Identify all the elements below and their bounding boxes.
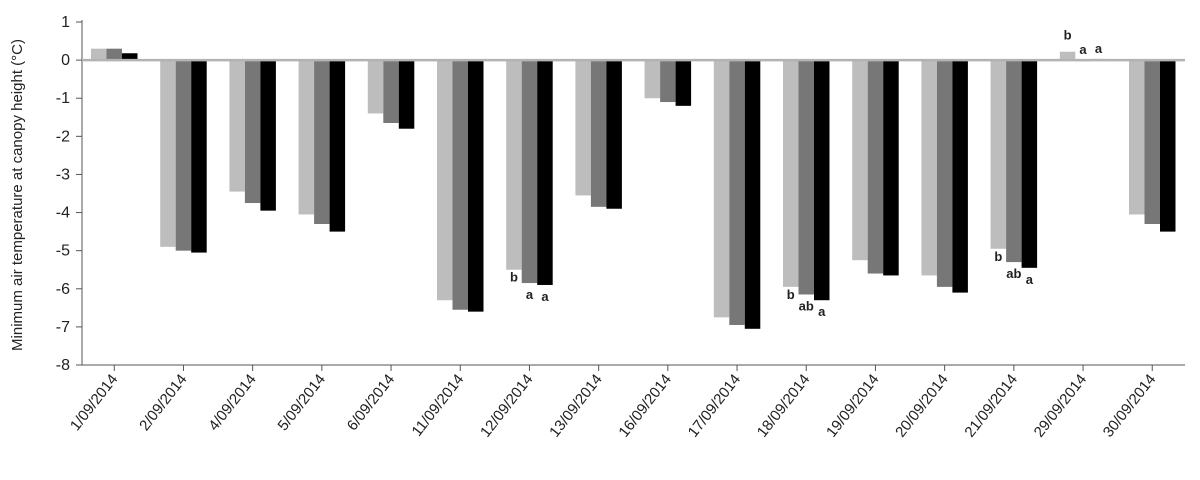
bar [91,48,107,61]
bar [744,60,761,329]
bar [729,60,745,325]
bar [329,60,346,232]
x-tick-label: 6/09/2014 [344,371,398,434]
bar [314,60,330,224]
bar [990,60,1007,249]
y-tick-label: -7 [56,319,70,336]
y-axis-label: Minimum air temperature at canopy height… [9,39,26,351]
bar [575,60,591,196]
x-tick-label: 13/09/2014 [546,371,606,441]
bar [1059,51,1076,61]
significance-label: a [818,304,826,319]
bar [590,60,607,207]
plot-area: 1 0 -1 -2 -3 -4 -5 -6 -7 -81/09/2014 2/09/2014 4/09… [56,14,1185,441]
bar [506,60,522,270]
bar [1160,60,1176,232]
bar [660,60,676,103]
x-tick-label: 2/09/2014 [136,371,190,434]
significance-label: a [1095,41,1103,56]
y-tick-label: -4 [56,205,70,222]
bar [106,48,122,61]
significance-label: b [787,287,795,302]
significance-label: a [1079,42,1087,57]
y-tick-label: -2 [56,128,70,145]
bar [1129,60,1145,215]
y-tick-label: -3 [56,166,70,183]
x-tick-label: 17/09/2014 [685,371,745,441]
x-tick-label: 21/09/2014 [961,371,1021,441]
bar [713,60,730,318]
bar [921,60,937,276]
bar [437,60,453,301]
x-tick-label: 5/09/2014 [275,371,329,434]
y-tick-label: -5 [56,243,70,260]
bar [1006,60,1022,263]
bar [191,60,207,253]
significance-label: a [541,289,549,304]
bar [521,60,538,284]
bar [952,60,968,293]
y-tick-label: 0 [61,52,70,69]
bar [383,60,399,123]
bar [675,60,692,106]
bar [260,60,276,211]
bar [160,60,176,247]
bar [537,60,553,285]
x-tick-label: 30/09/2014 [1100,371,1160,441]
bar [867,60,884,274]
x-tick-label: 11/09/2014 [408,371,467,440]
bar [367,60,384,114]
x-tick-label: 29/09/2014 [1031,371,1091,441]
bar [814,60,830,301]
significance-label: b [994,249,1002,264]
significance-label: a [1026,272,1034,287]
bar [883,60,899,276]
y-tick-label: -8 [56,357,70,374]
bar [852,60,868,261]
bar [244,60,261,204]
bar [798,60,814,295]
x-tick-label: 4/09/2014 [205,371,259,434]
y-tick-label: -1 [56,90,70,107]
y-tick-label: 1 [61,14,70,31]
bar [229,60,245,192]
bar [1144,60,1160,224]
bar [644,60,661,99]
bar [468,60,484,312]
x-tick-label: 16/09/2014 [615,371,675,441]
significance-label: b [1064,28,1072,43]
x-tick-label: 1/09/2014 [67,371,121,434]
x-tick-label: 19/09/2014 [823,371,883,441]
bar [175,60,192,251]
x-tick-label: 12/09/2014 [477,371,537,441]
significance-label: a [526,287,534,302]
bar [783,60,799,287]
bar [936,60,953,287]
bar [298,60,315,215]
bar [1021,60,1038,268]
x-tick-label: 18/09/2014 [754,371,814,441]
bar [122,53,138,61]
bar [606,60,622,209]
bar [452,60,468,310]
significance-label: ab [1006,266,1021,281]
bar [398,60,415,129]
significance-label: b [510,270,518,285]
y-tick-label: -6 [56,281,70,298]
x-tick-label: 20/09/2014 [892,371,952,441]
significance-label: ab [799,298,814,313]
